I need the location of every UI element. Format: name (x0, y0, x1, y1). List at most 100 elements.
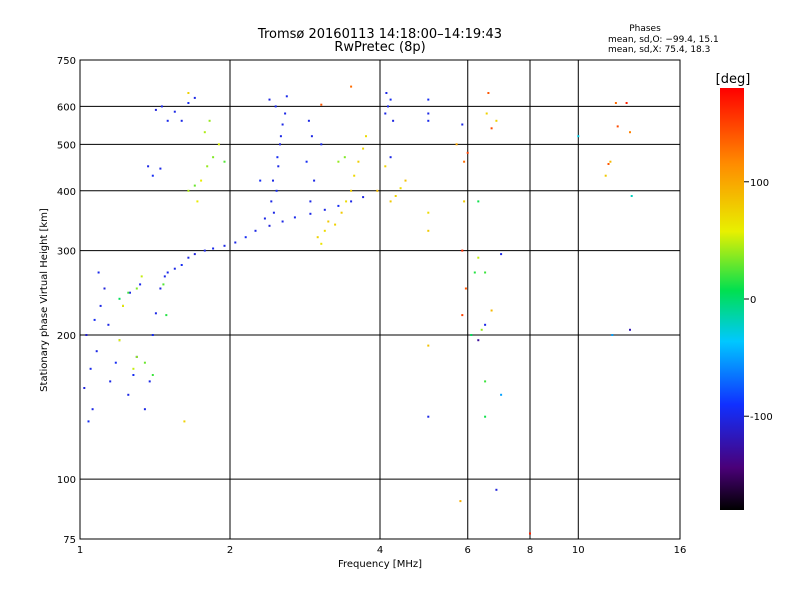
data-point (616, 125, 619, 128)
data-point (313, 179, 316, 182)
data-point (459, 500, 462, 503)
colorbar-tick-label: -100 (750, 412, 773, 423)
data-point (365, 135, 367, 138)
data-point (118, 297, 121, 300)
data-point (187, 256, 190, 259)
data-point (139, 283, 142, 286)
data-point (193, 253, 196, 256)
data-point (427, 112, 430, 115)
data-point (140, 275, 143, 278)
data-point (455, 143, 458, 146)
data-point (154, 312, 157, 315)
data-point (362, 147, 365, 150)
data-point (484, 323, 487, 326)
data-point (495, 488, 498, 491)
data-point (83, 387, 86, 389)
x-tick-label: 2 (227, 545, 233, 556)
data-point (480, 328, 483, 331)
colorbar-ticks: 100 0 -100 (744, 178, 773, 423)
data-point (173, 110, 176, 113)
data-point (463, 160, 466, 163)
data-point (91, 408, 94, 411)
data-point (609, 160, 612, 163)
data-point (193, 184, 196, 187)
colorbar (720, 88, 744, 510)
data-point (490, 309, 493, 312)
y-axis-ticks: 75 100 200 300 400 500 600 750 (57, 56, 76, 546)
chart-title: Tromsø 20160113 14:18:00–14:19:43 (257, 27, 502, 42)
data-point (135, 355, 138, 358)
data-point (99, 304, 102, 307)
data-point (604, 174, 607, 177)
colorbar-label: [deg] (716, 72, 751, 87)
colorbar-tick-label: 0 (750, 295, 756, 306)
data-point (293, 216, 296, 219)
data-point (95, 350, 98, 353)
data-point (212, 247, 215, 250)
data-point (320, 143, 323, 146)
y-tick-label: 400 (57, 187, 76, 198)
data-point (107, 323, 110, 326)
data-point (97, 271, 100, 274)
stats-line-x: mean, sd,X: 75.4, 18.3 (608, 45, 710, 55)
data-point (427, 98, 430, 101)
data-point (310, 135, 313, 138)
y-tick-label: 100 (57, 475, 76, 486)
data-point (357, 160, 360, 163)
data-point (427, 344, 430, 347)
data-point (206, 165, 209, 168)
data-point (234, 241, 237, 244)
data-point (309, 212, 312, 215)
data-point (389, 98, 392, 101)
y-tick-label: 500 (57, 140, 76, 151)
data-point (487, 92, 490, 94)
data-point (272, 179, 274, 182)
data-point (277, 165, 280, 168)
data-point (461, 123, 464, 126)
data-point (270, 200, 273, 203)
data-point (404, 179, 407, 182)
x-tick-label: 6 (465, 545, 471, 556)
data-point (148, 380, 151, 383)
data-point (399, 187, 402, 190)
data-point (274, 105, 277, 108)
data-point (343, 156, 346, 159)
data-point (473, 271, 476, 274)
data-point (495, 119, 498, 122)
data-point (187, 102, 190, 104)
data-point (147, 165, 150, 168)
data-point (392, 119, 395, 122)
data-point (279, 143, 281, 146)
x-axis-ticks: 1 2 4 6 8 10 16 (77, 545, 687, 556)
data-point (127, 393, 130, 396)
data-point (305, 160, 308, 163)
data-point (477, 339, 480, 342)
data-point (350, 85, 353, 88)
data-point (93, 318, 96, 321)
data-point (272, 211, 275, 214)
data-point (162, 283, 165, 286)
data-point (203, 131, 206, 134)
data-point (196, 200, 199, 203)
data-point (387, 105, 389, 108)
data-point (284, 112, 287, 115)
data-point (132, 367, 135, 370)
data-point (281, 220, 284, 223)
data-point (427, 229, 430, 232)
data-point (203, 249, 206, 252)
data-point (223, 160, 226, 163)
data-point (279, 135, 282, 138)
data-point (173, 267, 176, 270)
data-point (629, 328, 631, 331)
data-point (217, 143, 220, 146)
data-point (180, 119, 183, 122)
data-point (193, 96, 196, 99)
data-point (477, 200, 480, 203)
data-point (484, 380, 487, 383)
data-point (281, 123, 284, 126)
colorbar-tick-label: 100 (750, 178, 769, 189)
x-tick-label: 1 (77, 545, 83, 556)
data-point (340, 211, 343, 214)
data-point (464, 287, 467, 290)
data-point (362, 196, 365, 199)
